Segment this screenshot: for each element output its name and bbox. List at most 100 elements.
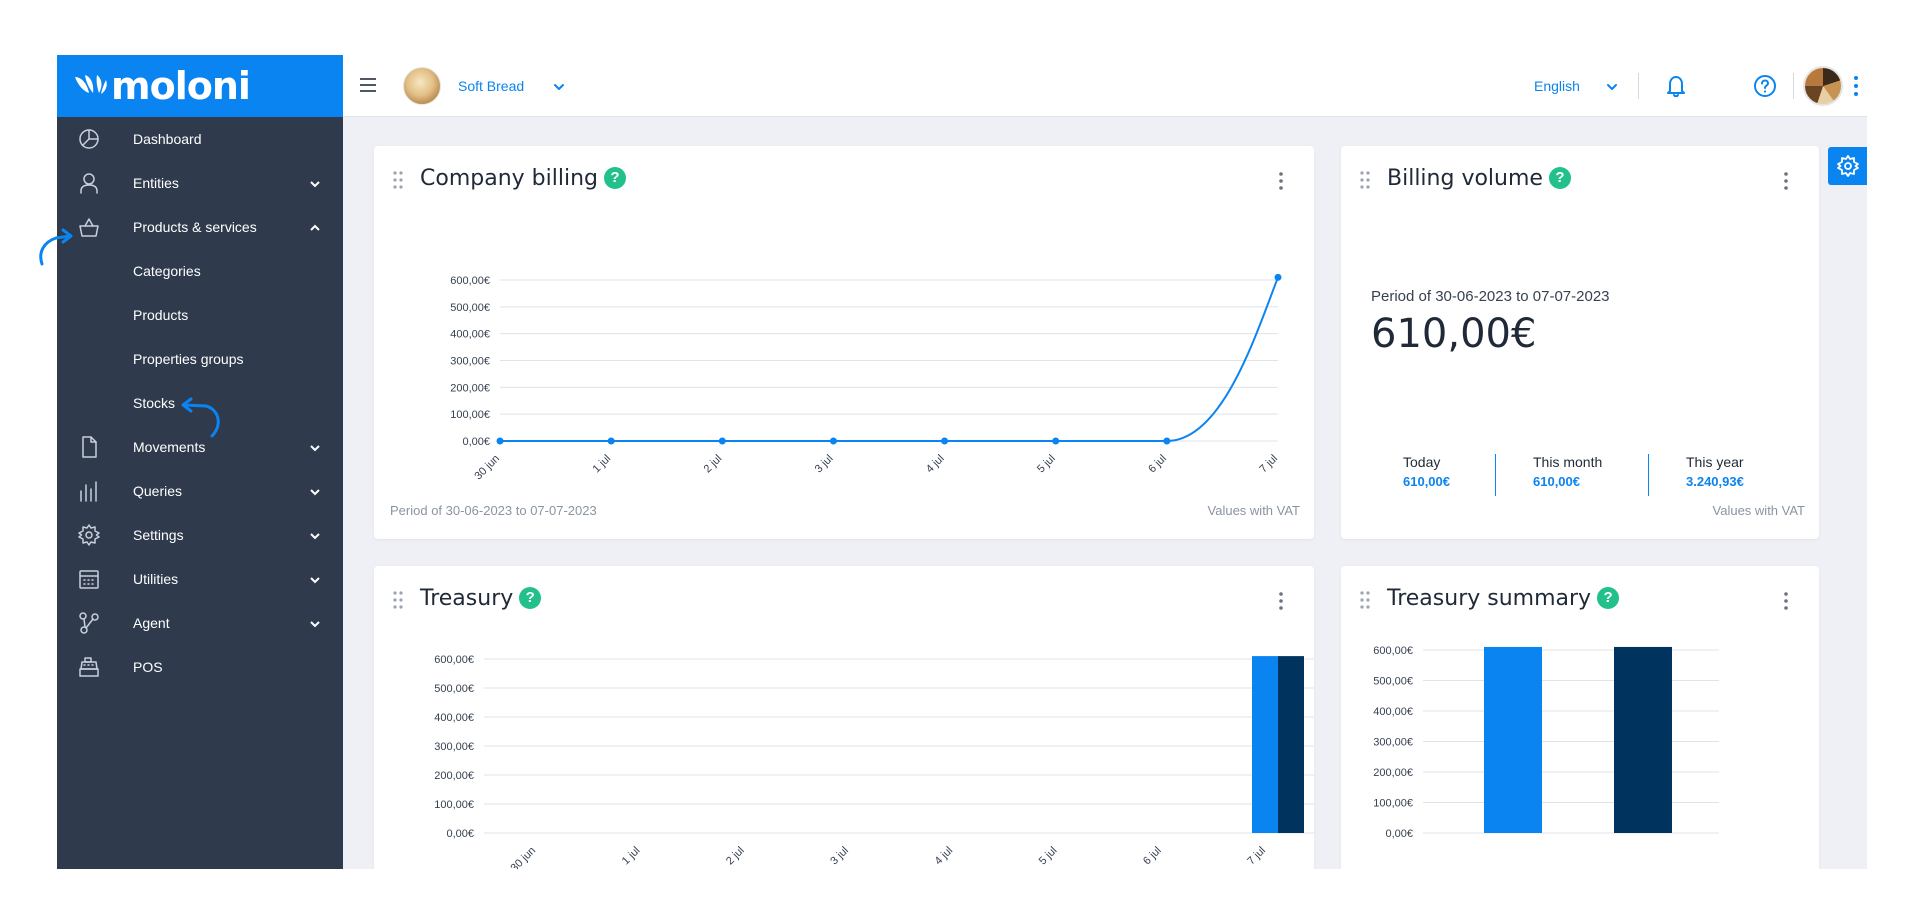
sidebar-item-utilities[interactable]: Utilities <box>57 557 343 601</box>
x-tick-label: 3 jul <box>813 453 836 476</box>
question-icon[interactable]: ? <box>603 167 626 189</box>
sidebar-item-dashboard[interactable]: Dashboard <box>57 117 343 161</box>
data-point <box>941 437 949 445</box>
x-tick-label: 30 jun <box>509 845 539 869</box>
chevron-down-icon[interactable] <box>309 617 321 629</box>
y-tick-label: 500,00€ <box>434 683 474 695</box>
drag-handle-icon[interactable] <box>392 590 404 610</box>
card-title-text: Billing volume <box>1387 166 1543 191</box>
stat-today: Today 610,00€ <box>1403 454 1553 489</box>
moloni-logo[interactable]: moloni <box>57 55 343 117</box>
menu-icon[interactable] <box>359 77 377 93</box>
x-tick-label: 6 jul <box>1141 845 1164 868</box>
question-icon[interactable]: ? <box>519 587 542 609</box>
sidebar-subitem-stocks[interactable]: Stocks <box>133 395 176 411</box>
sidebar-item-queries[interactable]: Queries <box>57 469 343 513</box>
user-icon <box>77 171 101 195</box>
stat-value: 610,00€ <box>1403 474 1450 489</box>
sidebar-item-label: Movements <box>133 439 206 455</box>
stat-value: 610,00€ <box>1533 474 1580 489</box>
billing-volume-card: Billing volume? Period of 30-06-2023 to … <box>1341 146 1819 539</box>
more-vertical-icon[interactable] <box>1783 591 1789 611</box>
more-vertical-icon[interactable] <box>1783 171 1789 191</box>
help-icon[interactable] <box>1753 74 1777 98</box>
card-title: Company billing? <box>420 166 626 191</box>
sidebar-item-movements[interactable]: Movements <box>57 425 343 469</box>
y-tick-label: 200,00€ <box>450 382 490 394</box>
y-tick-label: 100,00€ <box>450 409 490 421</box>
bar <box>1614 646 1672 833</box>
x-tick-label: 5 jul <box>1035 453 1058 476</box>
x-tick-label: 4 jul <box>932 845 955 868</box>
sidebar-nav: Dashboard Entities Products & services C… <box>57 117 343 689</box>
treasury-bar-chart: 0,00€ 100,00€ 200,00€ 300,00€ 400,00€ 500,00€… <box>434 654 1314 869</box>
company-avatar[interactable] <box>403 67 441 105</box>
more-vertical-icon[interactable] <box>1278 591 1284 611</box>
billing-line-chart: 0,00€ 100,00€ 200,00€ 300,00€ 400,00€ 500,00€… <box>450 273 1282 483</box>
chevron-down-icon[interactable] <box>309 529 321 541</box>
logo-mark-icon <box>75 75 107 94</box>
chevron-down-icon[interactable] <box>309 441 321 453</box>
card-title: Billing volume? <box>1387 166 1571 191</box>
bell-icon[interactable] <box>1664 73 1688 99</box>
sidebar-item-label: Dashboard <box>133 131 202 147</box>
drag-handle-icon[interactable] <box>392 170 404 190</box>
period-caption: Period of 30-06-2023 to 07-07-2023 <box>390 503 597 518</box>
sidebar-item-label: POS <box>133 659 163 675</box>
y-tick-label: 200,00€ <box>434 770 474 782</box>
sidebar-item-pos[interactable]: POS <box>57 645 343 689</box>
sidebar-subitem-categories[interactable]: Categories <box>133 263 201 279</box>
bar <box>1252 656 1278 833</box>
chevron-down-icon[interactable] <box>1606 81 1618 93</box>
sidebar-item-label: Utilities <box>133 571 179 587</box>
sidebar-item-label: Entities <box>133 175 179 191</box>
sidebar-item-settings[interactable]: Settings <box>57 513 343 557</box>
chevron-down-icon[interactable] <box>553 81 565 93</box>
sidebar-subitem-properties-groups[interactable]: Properties groups <box>133 351 244 367</box>
data-point <box>718 437 726 445</box>
annotation-arrow <box>181 397 220 438</box>
data-point <box>1052 437 1060 445</box>
drag-handle-icon[interactable] <box>1359 170 1371 190</box>
question-icon[interactable]: ? <box>1548 167 1571 189</box>
sidebar-subitem-products[interactable]: Products <box>133 307 189 323</box>
language-selector[interactable]: English <box>1534 78 1580 94</box>
user-avatar[interactable] <box>1803 66 1843 106</box>
y-tick-label: 600,00€ <box>1373 645 1413 657</box>
volume-amount: 610,00€ <box>1371 311 1537 357</box>
sidebar-item-label: Settings <box>133 527 184 543</box>
calendar-grid-icon <box>77 567 101 591</box>
company-selector[interactable]: Soft Bread <box>458 78 525 94</box>
sidebar-item-products-services[interactable]: Products & services <box>57 205 343 249</box>
more-vertical-icon[interactable] <box>1278 171 1284 191</box>
question-icon[interactable]: ? <box>1597 587 1620 609</box>
y-tick-label: 0,00€ <box>462 436 490 448</box>
sidebar-item-entities[interactable]: Entities <box>57 161 343 205</box>
x-tick-label: 7 jul <box>1245 845 1268 868</box>
dashboard-settings-button[interactable] <box>1828 147 1867 185</box>
y-tick-label: 400,00€ <box>1373 706 1413 718</box>
divider <box>1495 454 1496 496</box>
chevron-down-icon[interactable] <box>309 177 321 189</box>
drag-handle-icon[interactable] <box>1359 590 1371 610</box>
sidebar: moloni Dashboard Entities Products & ser… <box>57 55 343 869</box>
treasury-summary-bar-chart: 0,00€ 100,00€ 200,00€ 300,00€ 400,00€ 500,00€… <box>1373 645 1719 840</box>
chevron-down-icon[interactable] <box>309 485 321 497</box>
top-bar: Soft Bread English <box>343 55 1867 117</box>
chevron-down-icon[interactable] <box>309 573 321 585</box>
y-tick-label: 300,00€ <box>434 741 474 753</box>
y-tick-label: 300,00€ <box>1373 737 1413 749</box>
more-vertical-icon[interactable] <box>1853 75 1859 97</box>
x-tick-label: 1 jul <box>591 453 614 476</box>
sidebar-item-agent[interactable]: Agent <box>57 601 343 645</box>
divider <box>1648 454 1649 496</box>
annotation-arrow <box>39 228 73 266</box>
logo-text: moloni <box>111 64 251 108</box>
x-tick-label: 2 jul <box>702 453 725 476</box>
y-tick-label: 200,00€ <box>1373 767 1413 779</box>
y-tick-label: 400,00€ <box>450 329 490 341</box>
chevron-up-icon[interactable] <box>309 221 321 233</box>
x-tick-label: 30 jun <box>472 453 502 483</box>
stat-label: This year <box>1686 454 1744 470</box>
divider <box>1638 73 1639 99</box>
